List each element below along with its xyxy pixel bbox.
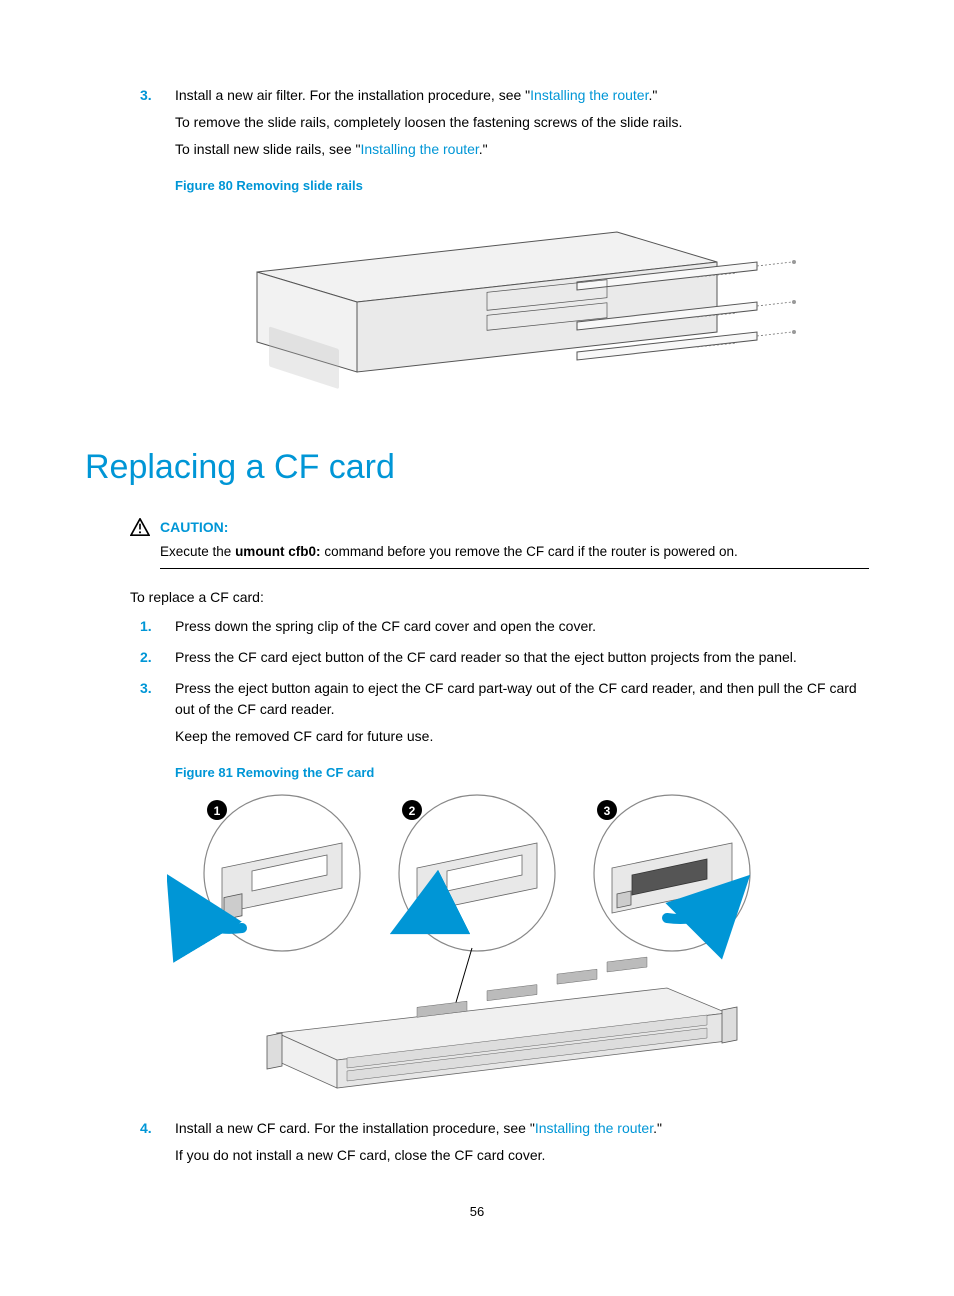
step-text: Press the eject button again to eject th… [175,678,869,720]
step-text: Press down the spring clip of the CF car… [175,616,869,637]
step-text: Keep the removed CF card for future use. [175,726,869,747]
caution-text: Execute the umount cfb0: command before … [160,542,869,569]
heading-replacing-cf-card: Replacing a CF card [85,442,869,493]
step-1: 1. Press down the spring clip of the CF … [140,616,869,643]
caution-label: CAUTION: [160,517,228,538]
link-installing-router[interactable]: Installing the router [361,141,479,157]
step-4: 4. Install a new CF card. For the instal… [140,1118,869,1172]
step-number: 4. [140,1118,175,1172]
figure-81-diagram: 1 2 3 [85,788,869,1098]
page-number: 56 [85,1202,869,1222]
figure-80-diagram [85,202,869,402]
link-installing-router[interactable]: Installing the router [530,87,648,103]
step-2: 2. Press the CF card eject button of the… [140,647,869,674]
step-body: Install a new air filter. For the instal… [175,85,869,166]
caution-block: CAUTION: Execute the umount cfb0: comman… [130,517,869,569]
step-text: Install a new CF card. For the installat… [175,1118,869,1139]
link-installing-router[interactable]: Installing the router [535,1120,653,1136]
step-text: To remove the slide rails, completely lo… [175,112,869,133]
caution-icon [130,518,150,536]
step-number: 2. [140,647,175,674]
intro-text: To replace a CF card: [130,587,869,608]
step-number: 3. [140,85,175,166]
figure-80-caption: Figure 80 Removing slide rails [175,176,869,196]
step-3b: 3. Press the eject button again to eject… [140,678,869,753]
step-3: 3. Install a new air filter. For the ins… [140,85,869,166]
step-number: 1. [140,616,175,643]
step-text: Install a new air filter. For the instal… [175,85,869,106]
step-text: If you do not install a new CF card, clo… [175,1145,869,1166]
step-text: Press the CF card eject button of the CF… [175,647,869,668]
svg-text:3: 3 [604,804,611,818]
step-text: To install new slide rails, see "Install… [175,139,869,160]
figure-81-caption: Figure 81 Removing the CF card [175,763,869,783]
step-number: 3. [140,678,175,753]
svg-text:1: 1 [214,804,221,818]
svg-text:2: 2 [409,804,416,818]
